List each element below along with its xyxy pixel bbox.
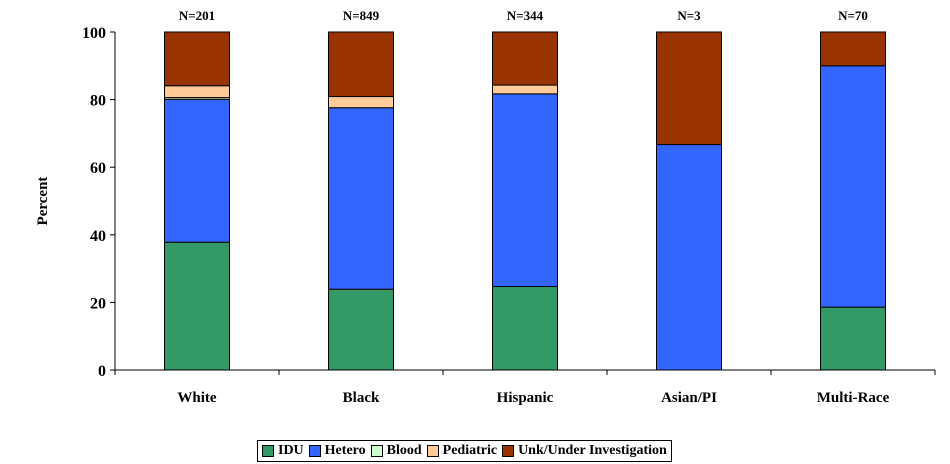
x-tick-label: Hispanic	[497, 390, 554, 406]
legend-item: Blood	[370, 443, 422, 459]
legend-swatch	[370, 445, 383, 457]
bar-segment	[492, 286, 558, 371]
bar-segment	[656, 31, 722, 146]
bar-segment	[820, 65, 886, 308]
count-label: N=849	[343, 8, 380, 23]
axes: 0 20 40 60 80 100	[82, 25, 936, 380]
bar-segment	[820, 306, 886, 371]
legend-label: Blood	[386, 443, 422, 458]
bar-segment	[492, 93, 558, 288]
legend-swatch	[502, 445, 515, 457]
bar-segment	[820, 31, 886, 67]
stacked-bar-chart: Percent 0 20 40 60 80 100 White N=201 Black N=84…	[35, 8, 936, 406]
bar-segment	[328, 288, 394, 371]
legend-swatch	[308, 445, 321, 457]
bar-segment	[492, 31, 558, 86]
y-tick-label: 60	[90, 160, 106, 177]
legend-swatch	[262, 445, 274, 457]
x-tick-label: Asian/PI	[661, 390, 717, 406]
bar-segment	[328, 96, 394, 109]
count-label: N=70	[838, 8, 868, 23]
y-tick-label: 80	[90, 93, 106, 110]
legend-label: Hetero	[324, 443, 366, 458]
bar-segment	[328, 107, 394, 290]
bar-segment	[492, 84, 558, 95]
legend-item: Unk/Under Investigation	[502, 443, 667, 459]
y-tick-label: 0	[98, 363, 106, 380]
labels: White N=201 Black N=849 Hispanic N=344 Asian/P…	[177, 8, 889, 406]
bar-segment	[164, 98, 230, 243]
legend-item: Pediatric	[426, 443, 498, 459]
x-tick-label: Black	[343, 390, 380, 406]
count-label: N=344	[507, 8, 544, 23]
bar-segment	[328, 31, 394, 98]
y-tick-label: 40	[90, 228, 106, 245]
x-tick-label: Multi-Race	[817, 390, 890, 406]
bars	[164, 31, 886, 371]
y-axis-label: Percent	[35, 177, 51, 226]
bar-segment	[656, 144, 722, 371]
bar-segment	[164, 31, 230, 87]
x-tick-label: White	[177, 390, 217, 406]
legend-swatch	[426, 445, 439, 457]
bar-segment	[164, 241, 230, 371]
legend-label: IDU	[278, 443, 304, 458]
count-label: N=3	[677, 8, 701, 23]
legend-item: Hetero	[308, 443, 366, 459]
y-tick-label: 20	[90, 295, 106, 312]
legend-label: Unk/Under Investigation	[518, 443, 667, 458]
legend: IDU Hetero Blood Pediatric Unk/Under Investi…	[257, 440, 672, 462]
bar-segment	[164, 85, 230, 99]
y-tick-label: 100	[82, 25, 106, 42]
legend-item: IDU	[262, 443, 304, 459]
legend-label: Pediatric	[442, 443, 498, 458]
count-label: N=201	[179, 8, 215, 23]
